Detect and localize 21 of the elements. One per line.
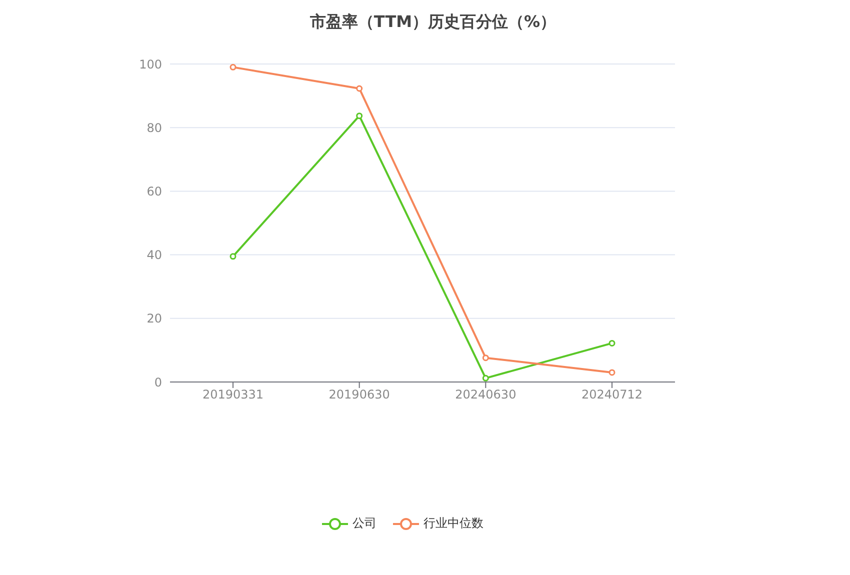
point — [230, 253, 236, 260]
legend-label: 行业中位数 — [422, 515, 484, 532]
y-tick-label: 100 — [139, 57, 162, 72]
point — [608, 369, 616, 376]
x-tick-label: 20190331 — [202, 388, 264, 402]
y-tick-label: 40 — [146, 248, 162, 262]
point — [482, 374, 489, 382]
x-tick-label: 20240712 — [581, 388, 643, 402]
y-tick-label: 20 — [146, 312, 162, 326]
point — [230, 64, 236, 70]
point — [356, 85, 363, 92]
y-tick-label: 80 — [146, 120, 162, 135]
x-tick-label: 20240630 — [455, 388, 516, 402]
point — [608, 340, 616, 346]
y-tick-label: 0 — [154, 375, 162, 390]
x-tick-label: 20190630 — [328, 388, 390, 402]
legend-label: 公司 — [352, 515, 376, 532]
chart-title: 市盈率（TTM）历史百分位（%） — [308, 11, 558, 33]
point — [482, 354, 489, 362]
point — [356, 112, 363, 120]
y-tick-label: 60 — [146, 184, 162, 198]
